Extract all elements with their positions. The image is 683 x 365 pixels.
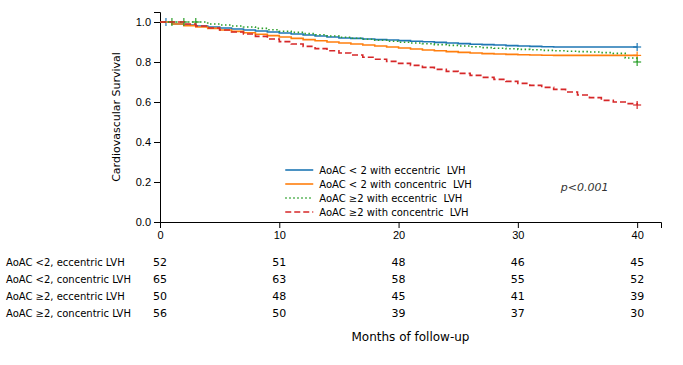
table-row-label: AoAC <2, eccentric LVH bbox=[6, 257, 125, 268]
x-axis: 0 10 20 30 40 bbox=[157, 222, 661, 241]
table-value: 50 bbox=[153, 290, 167, 303]
legend-swatch bbox=[285, 183, 313, 185]
table-row-label: AoAC <2, concentric LVH bbox=[6, 274, 131, 285]
risk-table: AoAC <2, eccentric LVH 52 51 48 46 45 AoAC <2,… bbox=[6, 256, 644, 320]
y-tick: 0.6 bbox=[136, 96, 160, 108]
table-value: 50 bbox=[272, 307, 286, 320]
table-value: 56 bbox=[153, 307, 167, 320]
table-value: 46 bbox=[511, 256, 525, 269]
legend-item: AoAC < 2 with eccentric LVH bbox=[285, 165, 465, 176]
x-tick: 10 bbox=[274, 222, 286, 241]
table-value: 48 bbox=[392, 256, 406, 269]
survival-curve bbox=[160, 22, 637, 62]
p-value: p<0.001 bbox=[560, 181, 609, 194]
x-tick: 0 bbox=[157, 222, 163, 241]
y-tick-mark bbox=[154, 182, 160, 183]
x-tick-label: 30 bbox=[512, 229, 524, 241]
table-value: 39 bbox=[630, 290, 644, 303]
x-tick-label: 10 bbox=[274, 229, 286, 241]
y-tick-mark bbox=[154, 22, 160, 23]
table-value: 48 bbox=[272, 290, 286, 303]
table-value: 52 bbox=[153, 256, 167, 269]
survival-curve bbox=[160, 22, 637, 55]
x-tick-mark bbox=[518, 222, 519, 228]
table-value: 45 bbox=[630, 256, 644, 269]
x-tick-mark bbox=[637, 222, 638, 228]
y-axis: 0.0 0.2 0.4 0.6 0.8 1.0 bbox=[136, 13, 161, 229]
table-value: 51 bbox=[272, 256, 286, 269]
y-tick-label: 0.4 bbox=[136, 136, 151, 148]
censor-mark bbox=[633, 43, 641, 51]
table-value: 65 bbox=[153, 273, 167, 286]
y-tick-mark bbox=[154, 62, 160, 63]
y-tick: 0.0 bbox=[136, 216, 160, 228]
table-value: 55 bbox=[511, 273, 525, 286]
x-tick-label: 0 bbox=[157, 229, 163, 241]
survival-curve bbox=[160, 22, 637, 105]
table-value: 45 bbox=[392, 290, 406, 303]
y-tick: 0.8 bbox=[136, 56, 160, 68]
legend-label: AoAC ≥2 with eccentric LVH bbox=[319, 193, 462, 204]
y-tick-label: 0.8 bbox=[136, 56, 151, 68]
x-tick-mark bbox=[399, 222, 400, 228]
y-tick-label: 0.0 bbox=[136, 216, 151, 228]
legend-swatch bbox=[285, 169, 313, 171]
table-value: 63 bbox=[272, 273, 286, 286]
chart: 0 10 20 30 40 0.0 0.2 0.4 0.6 0.8 1.0 Cardiovascula… bbox=[0, 0, 683, 365]
x-tick-mark bbox=[279, 222, 280, 228]
y-tick: 1.0 bbox=[136, 16, 160, 28]
censor-mark bbox=[633, 101, 641, 109]
x-tick: 20 bbox=[393, 222, 405, 241]
censor-mark-v bbox=[637, 58, 638, 66]
legend-label: AoAC < 2 with concentric LVH bbox=[319, 179, 472, 190]
censor-mark-v bbox=[637, 43, 638, 51]
table-row-label: AoAC ≥2, concentric LVH bbox=[6, 308, 131, 319]
legend-label: AoAC ≥2 with concentric LVH bbox=[319, 207, 468, 218]
x-axis-title: Months of follow-up bbox=[351, 330, 469, 344]
censor-mark bbox=[633, 58, 641, 66]
y-tick-label: 0.2 bbox=[136, 176, 151, 188]
y-tick-mark bbox=[154, 222, 160, 223]
table-row-label: AoAC ≥2, eccentric LVH bbox=[6, 291, 125, 302]
legend-swatch bbox=[285, 211, 313, 213]
x-tick: 30 bbox=[512, 222, 524, 241]
y-tick-label: 0.6 bbox=[136, 96, 151, 108]
table-value: 37 bbox=[511, 307, 525, 320]
x-axis-line bbox=[161, 223, 662, 229]
survival-curve bbox=[160, 22, 637, 47]
y-axis-line bbox=[154, 13, 161, 223]
y-tick-label: 1.0 bbox=[136, 16, 151, 28]
x-tick: 40 bbox=[632, 222, 644, 241]
plot-marks bbox=[160, 18, 641, 109]
y-tick-mark bbox=[154, 102, 160, 103]
y-tick-mark bbox=[154, 142, 160, 143]
legend-label: AoAC < 2 with eccentric LVH bbox=[319, 165, 465, 176]
legend-item: AoAC ≥2 with concentric LVH bbox=[285, 207, 468, 218]
table-value: 41 bbox=[511, 290, 525, 303]
x-tick-label: 20 bbox=[393, 229, 405, 241]
legend-item: AoAC ≥2 with eccentric LVH bbox=[285, 193, 462, 204]
table-value: 52 bbox=[630, 273, 644, 286]
table-value: 39 bbox=[392, 307, 406, 320]
x-tick-label: 40 bbox=[632, 229, 644, 241]
y-axis-title: Cardiovascular Survival bbox=[110, 52, 123, 182]
y-tick: 0.2 bbox=[136, 176, 160, 188]
censor-mark-v bbox=[637, 101, 638, 109]
y-tick: 0.4 bbox=[136, 136, 160, 148]
legend-item: AoAC < 2 with concentric LVH bbox=[285, 179, 472, 190]
table-value: 58 bbox=[392, 273, 406, 286]
table-value: 30 bbox=[630, 307, 644, 320]
legend: AoAC < 2 with eccentric LVH AoAC < 2 with… bbox=[285, 165, 472, 218]
legend-swatch bbox=[285, 197, 313, 199]
